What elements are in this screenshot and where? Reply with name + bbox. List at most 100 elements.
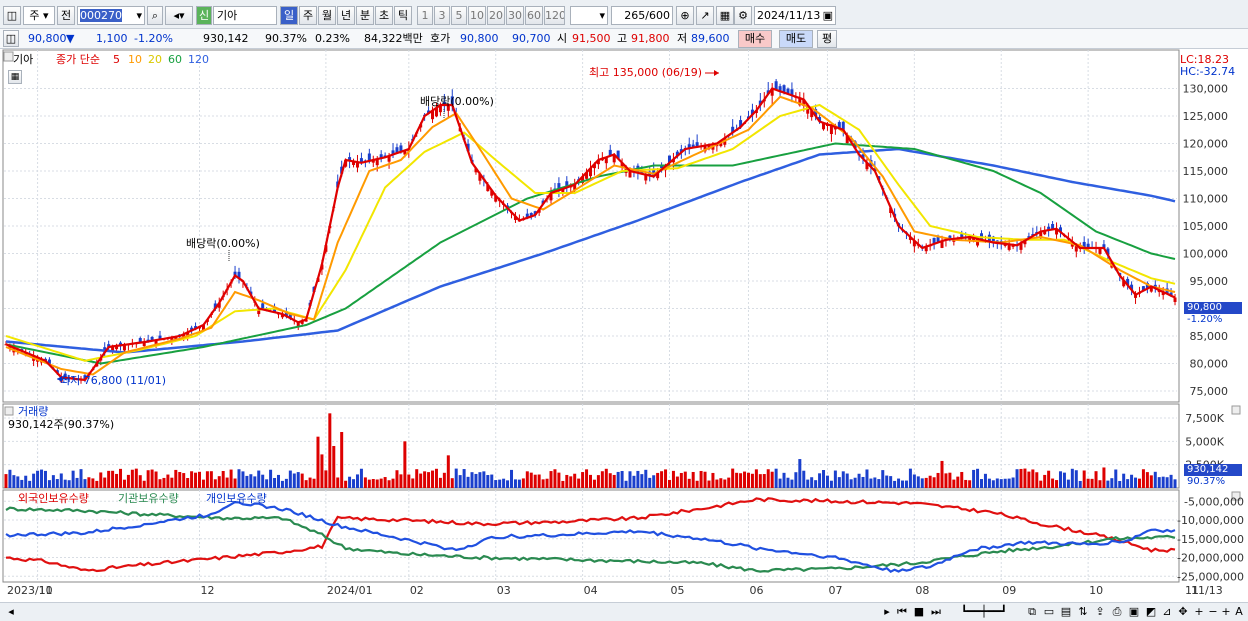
volume-bar <box>431 470 435 488</box>
volume-bar <box>928 475 932 488</box>
data-count-field[interactable]: 265/600 <box>611 6 673 25</box>
period-tab-6[interactable]: 틱 <box>394 6 412 25</box>
interval-button-3[interactable]: 3 <box>434 6 450 25</box>
save-icon[interactable]: ▣ <box>1128 605 1140 618</box>
interval-button-30[interactable]: 30 <box>506 6 524 25</box>
copy-icon[interactable]: ▭ <box>1043 605 1055 618</box>
eval-button[interactable]: 평 <box>817 30 837 48</box>
volume-bar <box>205 471 209 488</box>
interval-button-1[interactable]: 1 <box>417 6 433 25</box>
grid-icon[interactable]: ▦ <box>716 6 734 25</box>
volume-bar <box>79 469 83 488</box>
interval-button-120[interactable]: 120 <box>544 6 565 25</box>
volume-bar <box>1157 477 1161 488</box>
volume-bar <box>1114 469 1118 488</box>
candle-body <box>604 157 608 164</box>
stock-name-field[interactable]: 기아 <box>213 6 277 25</box>
candle-body <box>565 181 569 188</box>
interval-button-20[interactable]: 20 <box>487 6 505 25</box>
volume-bar <box>442 472 446 488</box>
draw-tool-icon[interactable]: ↗ <box>696 6 714 25</box>
volume-bar <box>411 478 415 488</box>
volume-bar <box>877 479 881 488</box>
print-icon[interactable]: ⎙ <box>1112 605 1122 618</box>
plus-icon[interactable]: + <box>1221 605 1231 618</box>
candle-body <box>608 149 612 156</box>
volume-bar <box>415 469 419 488</box>
first-icon[interactable]: ⏮ <box>897 605 907 618</box>
candle-body <box>63 373 67 378</box>
zoom-out-icon[interactable]: − <box>1208 605 1218 618</box>
volume-bar <box>466 476 470 488</box>
high-price: 91,800 <box>631 32 670 45</box>
stop-icon[interactable]: ■ <box>913 605 925 618</box>
volume-bar <box>182 473 186 488</box>
buy-button[interactable]: 매수 <box>738 30 772 48</box>
export-icon[interactable]: ⇪ <box>1095 605 1105 618</box>
period-tab-1[interactable]: 주 <box>299 6 317 25</box>
volume-bar <box>229 469 233 488</box>
scroll-left-icon[interactable]: ◂ <box>8 605 14 618</box>
candle-body <box>671 159 675 163</box>
candle-body <box>810 110 814 118</box>
volume-bar <box>577 478 581 488</box>
x-tick-label: 07 <box>828 584 842 597</box>
market-select[interactable]: 주 ▾ <box>23 6 55 25</box>
x-tick-label: 06 <box>749 584 763 597</box>
volume-close-icon <box>1231 405 1241 415</box>
candle-body <box>557 183 561 191</box>
holdings-tick-label: -5,000,000 <box>1184 495 1244 508</box>
volume-bar <box>434 468 438 488</box>
code-input[interactable]: 000270 ▾ <box>77 6 145 25</box>
volume-bar <box>1070 468 1074 488</box>
period-tab-2[interactable]: 월 <box>318 6 336 25</box>
volume-bar <box>494 480 498 488</box>
candle-body <box>194 326 198 329</box>
interval-button-60[interactable]: 60 <box>525 6 543 25</box>
volume-bar <box>537 474 541 488</box>
calendar-icon[interactable]: ▣ <box>822 9 833 22</box>
candle-body <box>486 184 490 192</box>
search-icon[interactable]: ⌕ <box>147 6 163 25</box>
period-tab-0[interactable]: 일 <box>280 6 298 25</box>
whole-button[interactable]: 전 <box>57 6 75 25</box>
candle-body <box>561 188 565 194</box>
volume-bar <box>265 479 269 488</box>
indicator-icon[interactable]: ⊕ <box>676 6 694 25</box>
period-tab-5[interactable]: 초 <box>375 6 393 25</box>
image-icon[interactable]: ◩ <box>1145 605 1157 618</box>
candle-body <box>529 213 533 217</box>
period-tab-4[interactable]: 분 <box>356 6 374 25</box>
gear-icon[interactable]: ⚙ <box>734 6 752 25</box>
date-field[interactable]: 2024/11/13 ▣ <box>754 6 836 25</box>
candle-body <box>1074 244 1078 252</box>
split-icon[interactable]: ⧉ <box>1028 605 1036 618</box>
candle-body <box>1122 280 1126 287</box>
last-icon[interactable]: ⏭ <box>931 605 941 618</box>
sell-button[interactable]: 매도 <box>779 30 813 48</box>
volume-bar <box>841 471 845 488</box>
quote-bar <box>0 29 1248 49</box>
zoom-in-icon[interactable]: + <box>1194 605 1204 618</box>
quote-menu-icon[interactable]: ◫ <box>3 30 19 47</box>
layout-icon[interactable]: ▤ <box>1060 605 1072 618</box>
zoom-slider[interactable]: ┗━━┿━━┛ <box>960 605 1008 618</box>
volume-bar <box>865 469 869 488</box>
compare-icon[interactable]: ⇅ <box>1078 605 1088 618</box>
ma-line-10 <box>5 95 1176 376</box>
interval-custom-select[interactable]: ▾ <box>570 6 608 25</box>
pan-icon[interactable]: ✥ <box>1178 605 1188 618</box>
interval-button-10[interactable]: 10 <box>468 6 486 25</box>
table-icon[interactable]: ▦ <box>8 70 22 84</box>
volume-bar <box>91 478 95 488</box>
interval-button-5[interactable]: 5 <box>451 6 467 25</box>
period-tab-3[interactable]: 년 <box>337 6 355 25</box>
candle-body <box>991 236 995 243</box>
speaker-icon[interactable]: ◂▾ <box>165 6 193 25</box>
font-icon[interactable]: A <box>1235 605 1243 618</box>
volume-bar <box>1062 472 1066 488</box>
candle-body <box>442 102 446 105</box>
measure-icon[interactable]: ⊿ <box>1162 605 1172 618</box>
window-menu-icon[interactable]: ◫ <box>3 6 21 25</box>
scroll-right-icon[interactable]: ▸ <box>884 605 890 618</box>
